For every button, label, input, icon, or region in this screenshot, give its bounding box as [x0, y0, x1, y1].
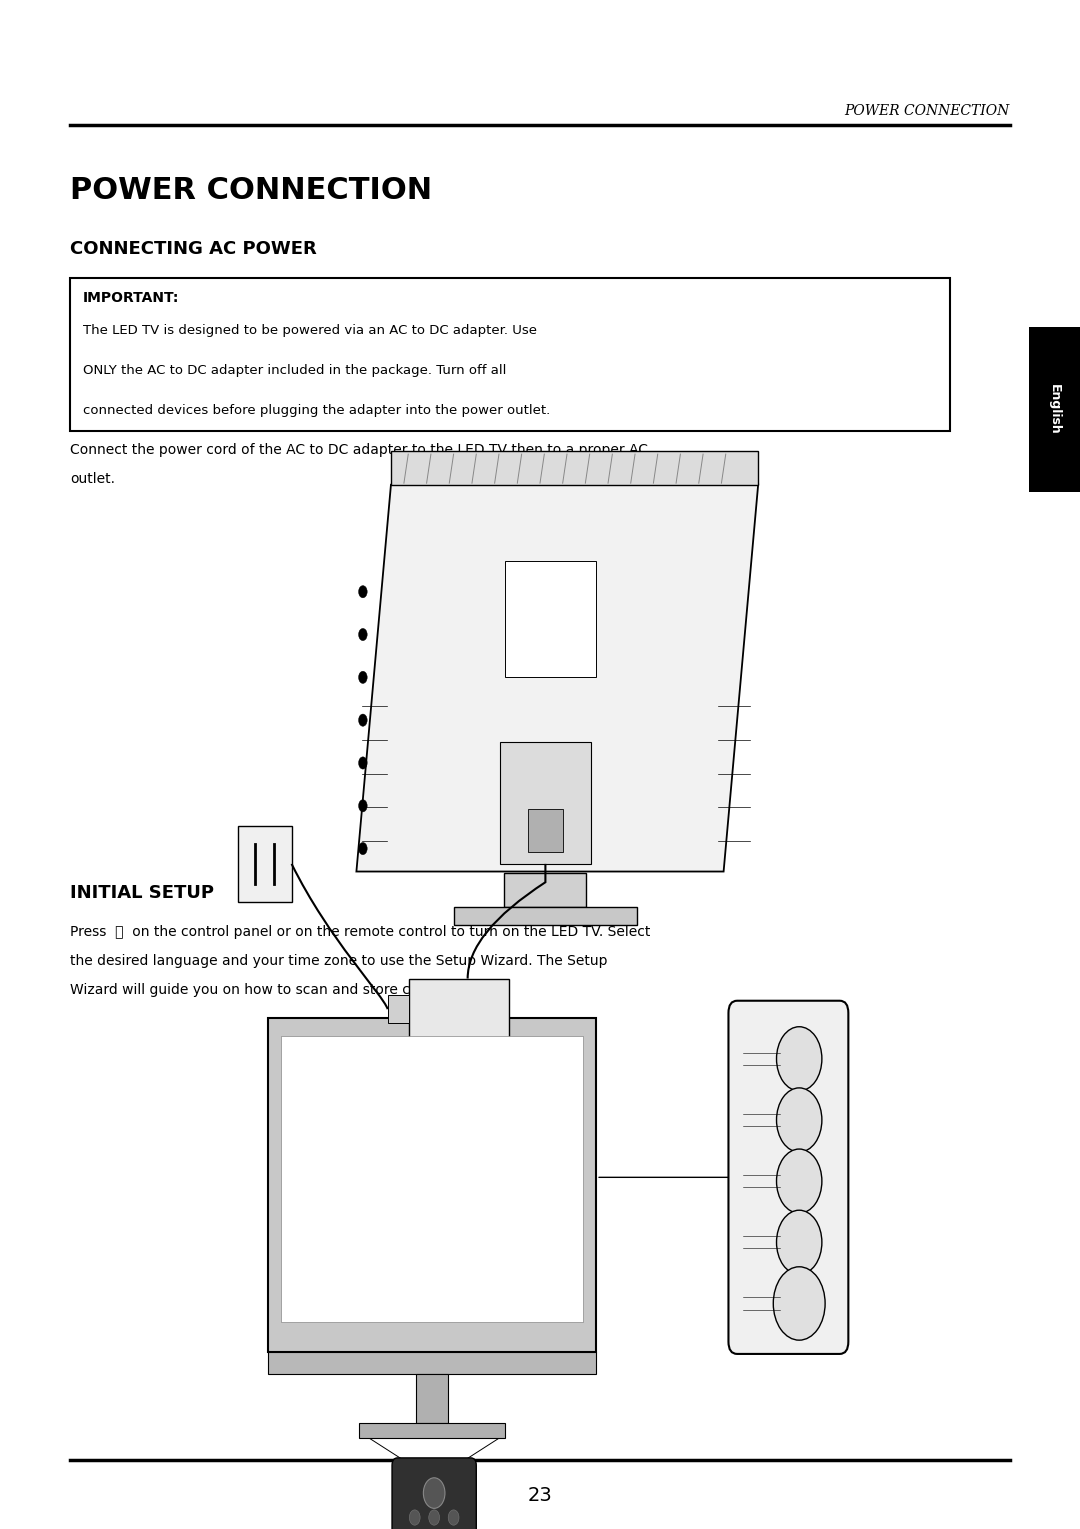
Circle shape	[359, 757, 367, 769]
Text: Wizard will guide you on how to scan and store channels.: Wizard will guide you on how to scan and…	[70, 983, 469, 997]
Bar	[528, 809, 563, 852]
Circle shape	[429, 1511, 440, 1524]
Circle shape	[448, 1511, 459, 1524]
Circle shape	[777, 1027, 822, 1092]
Text: connected devices before plugging the adapter into the power outlet.: connected devices before plugging the ad…	[83, 404, 551, 417]
Circle shape	[359, 800, 367, 812]
Circle shape	[777, 1211, 822, 1275]
Bar	[268, 1352, 596, 1373]
Circle shape	[777, 1089, 822, 1153]
Bar	[359, 1422, 505, 1437]
Text: outlet.: outlet.	[70, 472, 116, 486]
Circle shape	[359, 842, 367, 855]
Text: POWER CONNECTION: POWER CONNECTION	[70, 176, 432, 205]
Text: ONLY the AC to DC adapter included in the package. Turn off all: ONLY the AC to DC adapter included in th…	[83, 364, 507, 378]
Circle shape	[773, 1266, 825, 1339]
Bar	[416, 1373, 448, 1422]
Polygon shape	[391, 451, 758, 485]
Text: CONNECTING AC POWER: CONNECTING AC POWER	[70, 240, 316, 258]
Bar	[281, 1037, 583, 1321]
Circle shape	[359, 586, 367, 598]
FancyBboxPatch shape	[729, 1000, 849, 1355]
Circle shape	[359, 714, 367, 726]
FancyBboxPatch shape	[392, 1459, 476, 1529]
Bar	[388, 995, 409, 1023]
Circle shape	[423, 1477, 445, 1508]
Bar	[1029, 327, 1080, 492]
Bar	[409, 979, 509, 1040]
Text: IMPORTANT:: IMPORTANT:	[83, 291, 179, 304]
Circle shape	[409, 1511, 420, 1524]
Circle shape	[359, 671, 367, 683]
Bar	[504, 873, 586, 907]
Circle shape	[359, 628, 367, 641]
Bar	[454, 907, 637, 925]
Text: INITIAL SETUP: INITIAL SETUP	[70, 884, 214, 902]
Text: The LED TV is designed to be powered via an AC to DC adapter. Use: The LED TV is designed to be powered via…	[83, 324, 537, 338]
Polygon shape	[356, 485, 758, 872]
Bar	[238, 826, 292, 902]
Bar	[70, 278, 950, 431]
Text: English: English	[1048, 384, 1062, 436]
Text: Connect the power cord of the AC to DC adapter to the LED TV then to a proper AC: Connect the power cord of the AC to DC a…	[70, 443, 648, 457]
Text: 23: 23	[528, 1486, 552, 1505]
Bar	[500, 742, 591, 864]
Text: the desired language and your time zone to use the Setup Wizard. The Setup: the desired language and your time zone …	[70, 954, 608, 968]
Bar	[268, 1018, 596, 1352]
Circle shape	[777, 1150, 822, 1214]
Text: POWER CONNECTION: POWER CONNECTION	[845, 104, 1010, 118]
Bar	[505, 561, 596, 677]
Text: Press  ⏻  on the control panel or on the remote control to turn on the LED TV. S: Press ⏻ on the control panel or on the r…	[70, 925, 650, 939]
